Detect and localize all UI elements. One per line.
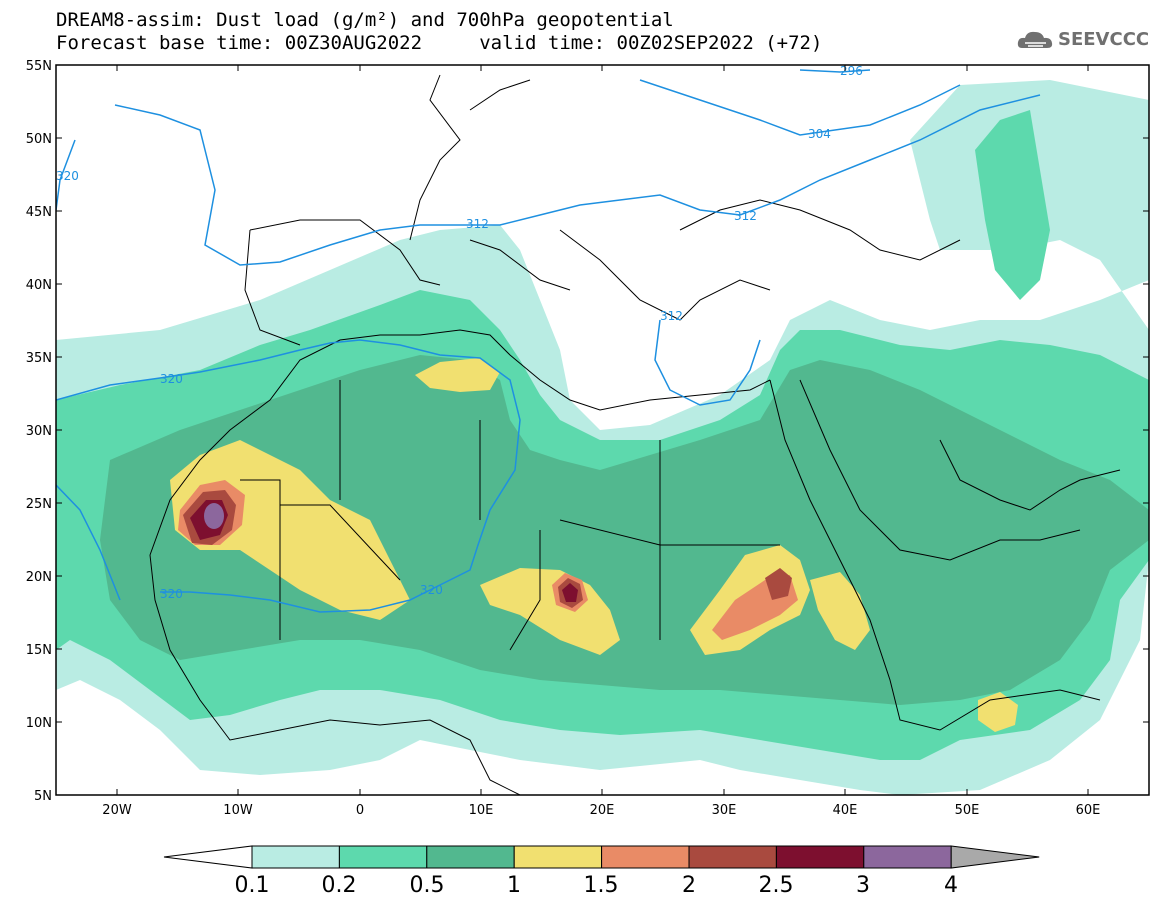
contour-label: 312: [466, 217, 489, 231]
coastlines: [149, 74, 1121, 795]
contour-label: 312: [734, 209, 757, 223]
lat-tick-label: 55N: [26, 59, 52, 74]
lon-tick-label: 20E: [590, 803, 615, 818]
seevccc-logo: SEEVCCC: [1016, 26, 1156, 56]
lat-tick-label: 45N: [26, 205, 52, 220]
lat-tick-label: 40N: [26, 278, 52, 293]
lat-tick-label: 25N: [26, 497, 52, 512]
colorbar-label: 0.5: [410, 873, 445, 898]
colorbar-label: 2: [682, 873, 696, 898]
dust-level-0.5: [100, 355, 1149, 705]
lat-tick-label: 30N: [26, 424, 52, 439]
colorbar-label: 0.1: [235, 873, 270, 898]
contour-label: 304: [808, 127, 831, 141]
lat-tick-label: 15N: [26, 643, 52, 658]
colorbar-swatch: [251, 845, 340, 869]
lon-tick-label: 60E: [1076, 803, 1101, 818]
colorbar-swatch: [863, 845, 952, 869]
lon-tick-label: 10W: [223, 803, 253, 818]
longitude-axis: 20W 10W 0 10E 20E 30E 40E 50E 60E: [102, 803, 1100, 818]
lon-tick-label: 20W: [102, 803, 132, 818]
geopotential-contours: [56, 69, 1041, 613]
dust-level-1-somalia: [978, 692, 1018, 732]
lon-tick-label: 10E: [469, 803, 494, 818]
lat-tick-label: 20N: [26, 570, 52, 585]
colorbar-swatch: [513, 845, 603, 869]
map-plot-area: 296 304 312 312 312 320 320 320 320: [56, 64, 1149, 795]
lat-tick-label: 10N: [26, 716, 52, 731]
dust-level-1-chad: [480, 568, 620, 655]
colorbar-swatch: [688, 845, 777, 869]
colorbar-upper-triangle: [950, 845, 1040, 869]
colorbar-label: 4: [944, 873, 958, 898]
contour-label: 320: [160, 587, 183, 601]
contour-label: 296: [840, 64, 863, 78]
lon-tick-label: 0: [356, 803, 364, 818]
colorbar-swatch: [426, 845, 515, 869]
colorbar-label: 3: [856, 873, 870, 898]
lon-tick-label: 50E: [955, 803, 980, 818]
lon-tick-label: 40E: [833, 803, 858, 818]
dust-level-1-red-sea: [810, 572, 870, 650]
colorbar-label: 1.5: [584, 873, 619, 898]
cloud-icon: [1017, 31, 1053, 48]
lon-tick-label: 30E: [712, 803, 737, 818]
contour-label: 320: [56, 169, 79, 183]
lat-tick-label: 5N: [34, 789, 52, 804]
dust-level-1-north-africa: [415, 358, 500, 392]
colorbar: [163, 845, 1040, 869]
colorbar-labels: 0.1 0.2 0.5 1 1.5 2 2.5 3 4: [235, 873, 959, 898]
contour-label: 312: [660, 309, 683, 323]
lat-tick-label: 35N: [26, 351, 52, 366]
contour-label: 320: [420, 583, 443, 597]
lat-tick-label: 50N: [26, 132, 52, 147]
dust-level-2-sudan: [765, 568, 792, 600]
forecast-time-line: Forecast base time: 00Z30AUG2022 valid t…: [56, 32, 823, 54]
contour-labels: 296 304 312 312 312 320 320 320 320: [56, 64, 863, 601]
colorbar-label: 2.5: [759, 873, 794, 898]
colorbar-swatch: [775, 845, 865, 869]
colorbar-lower-triangle: [163, 845, 253, 869]
colorbar-swatch: [338, 845, 428, 869]
colorbar-label: 0.2: [322, 873, 357, 898]
colorbar-label: 1: [507, 873, 521, 898]
latitude-axis: 55N 50N 45N 40N 35N 30N 25N 20N 15N 10N …: [26, 59, 52, 804]
dust-level-0.2-caspian: [975, 110, 1050, 300]
lat-tick-marks: [56, 137, 1149, 723]
lon-tick-marks: [116, 65, 1089, 795]
logo-text: SEEVCCC: [1058, 29, 1150, 50]
colorbar-swatch: [601, 845, 690, 869]
dust-level-3-west: [204, 503, 224, 529]
map-title: DREAM8-assim: Dust load (g/m²) and 700hP…: [56, 9, 674, 31]
contour-label: 320: [160, 372, 183, 386]
dust-level-2.5-chad: [562, 583, 578, 602]
